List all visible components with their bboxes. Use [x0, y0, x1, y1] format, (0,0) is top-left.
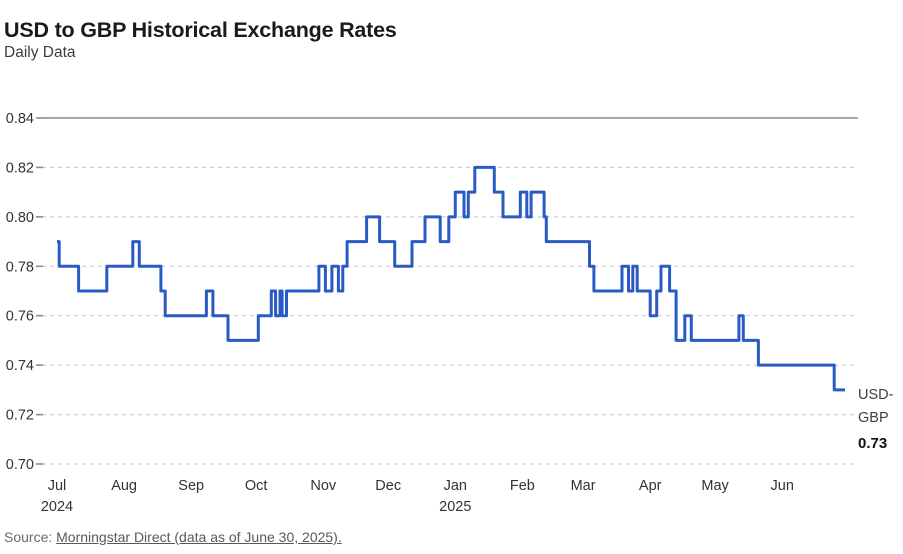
series-end-label: USD- GBP 0.73 [858, 384, 903, 455]
y-tick-label: 0.74 [6, 358, 34, 374]
x-tick-label: Jan [444, 478, 467, 494]
series-end-label-line2: GBP [858, 410, 889, 426]
x-tick-year-label: 2024 [41, 499, 73, 515]
source-prefix: Source: [4, 529, 57, 545]
y-tick-label: 0.72 [6, 408, 34, 424]
y-tick-label: 0.82 [6, 160, 34, 176]
x-tick-label: Dec [375, 478, 401, 494]
y-tick-label: 0.80 [6, 210, 34, 226]
x-tick-label: Oct [245, 478, 268, 494]
source-text: Source: Morningstar Direct (data as of J… [4, 529, 342, 545]
y-tick-label: 0.70 [6, 457, 34, 473]
x-tick-label: Jun [771, 478, 794, 494]
x-tick-year-label: 2025 [439, 499, 471, 515]
x-tick-label: Feb [510, 478, 535, 494]
y-tick-label: 0.84 [6, 111, 34, 127]
source-link[interactable]: Morningstar Direct (data as of June 30, … [56, 529, 342, 545]
page-subtitle: Daily Data [4, 44, 76, 61]
rate-line [57, 165, 845, 392]
x-tick-label: May [701, 478, 729, 494]
page-title: USD to GBP Historical Exchange Rates [4, 18, 397, 43]
series-end-label-line1: USD- [858, 387, 894, 403]
x-tick-label: Sep [178, 478, 204, 494]
x-tick-label: Aug [111, 478, 137, 494]
x-tick-label: Apr [639, 478, 662, 494]
y-tick-label: 0.76 [6, 309, 34, 325]
x-tick-label: Nov [310, 478, 337, 494]
x-tick-label: Jul [48, 478, 67, 494]
series-end-value: 0.73 [858, 435, 888, 452]
x-tick-label: Mar [571, 478, 596, 494]
y-tick-label: 0.78 [6, 259, 34, 275]
